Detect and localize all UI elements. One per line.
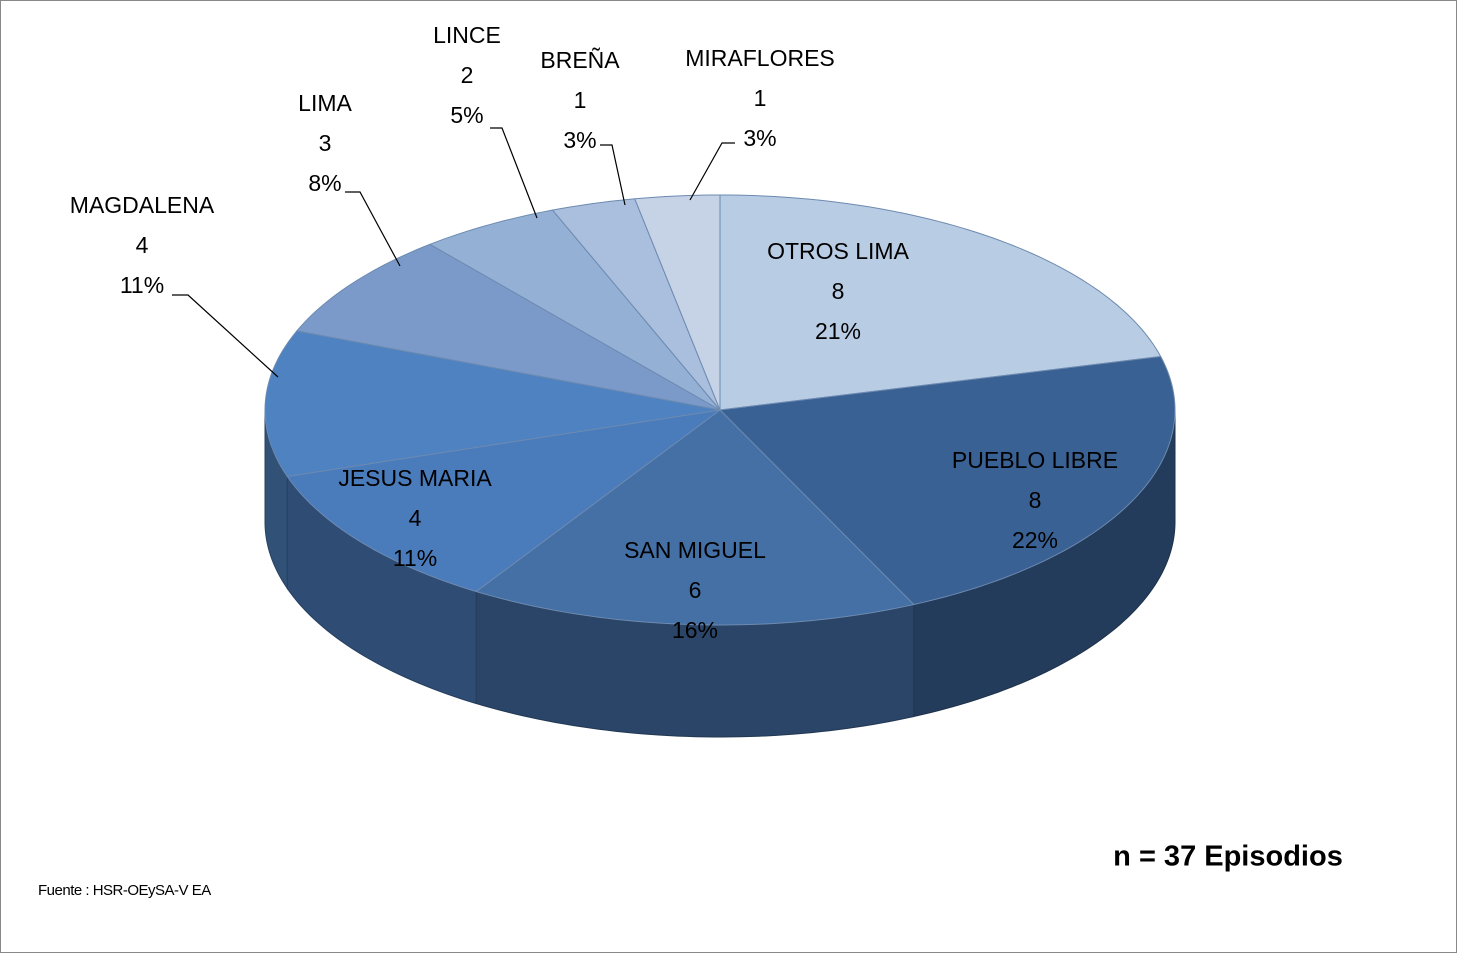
category-label: MIRAFLORES	[685, 45, 835, 71]
count-label: 8	[832, 278, 845, 304]
category-label: BREÑA	[540, 47, 620, 73]
leader-line	[345, 191, 401, 267]
count-label: 3	[319, 130, 332, 156]
pie-slice	[428, 209, 721, 411]
pie-slice	[634, 194, 721, 411]
leader-line	[600, 144, 626, 206]
category-label: JESUS MARIA	[338, 465, 492, 491]
count-label: 1	[754, 85, 767, 111]
value-label: 3%	[743, 125, 776, 151]
count-label: 6	[689, 577, 702, 603]
pie-slice	[296, 243, 721, 411]
category-label: PUEBLO LIBRE	[952, 447, 1118, 473]
value-label: 21%	[815, 318, 861, 344]
count-label: 1	[574, 87, 587, 113]
count-label: 4	[409, 505, 422, 531]
pie-slice	[551, 198, 721, 411]
value-label: 11%	[120, 272, 164, 298]
value-label: 8%	[308, 170, 341, 196]
count-label: 2	[461, 62, 474, 88]
pie-slice	[718, 355, 1176, 606]
annotation: n = 37 Episodios	[1113, 841, 1343, 873]
category-label: MAGDALENA	[70, 192, 215, 218]
value-label: 3%	[563, 127, 596, 153]
category-label: LIMA	[298, 90, 352, 116]
pie-tops	[264, 194, 1176, 626]
leader-line	[172, 294, 279, 378]
category-label: OTROS LIMA	[767, 238, 910, 264]
category-label: LINCE	[433, 22, 501, 48]
value-label: 22%	[1012, 527, 1058, 553]
pie-slice	[286, 409, 721, 593]
source: Fuente : HSR-OEySA-V EA	[38, 882, 211, 899]
pie-slice	[719, 194, 1162, 411]
pie-slice	[264, 330, 721, 477]
count-label: 8	[1029, 487, 1042, 513]
pie-slice	[475, 409, 915, 626]
leader-line	[689, 142, 735, 201]
leader-line	[490, 127, 538, 219]
category-label: SAN MIGUEL	[624, 537, 766, 563]
value-label: 16%	[672, 617, 718, 643]
count-label: 4	[136, 232, 149, 258]
value-label: 11%	[393, 545, 437, 571]
labels: OTROS LIMA 8 21% PUEBLO LIBRE 8 22% SAN MIGUEL…	[70, 22, 1118, 643]
value-label: 5%	[450, 102, 483, 128]
